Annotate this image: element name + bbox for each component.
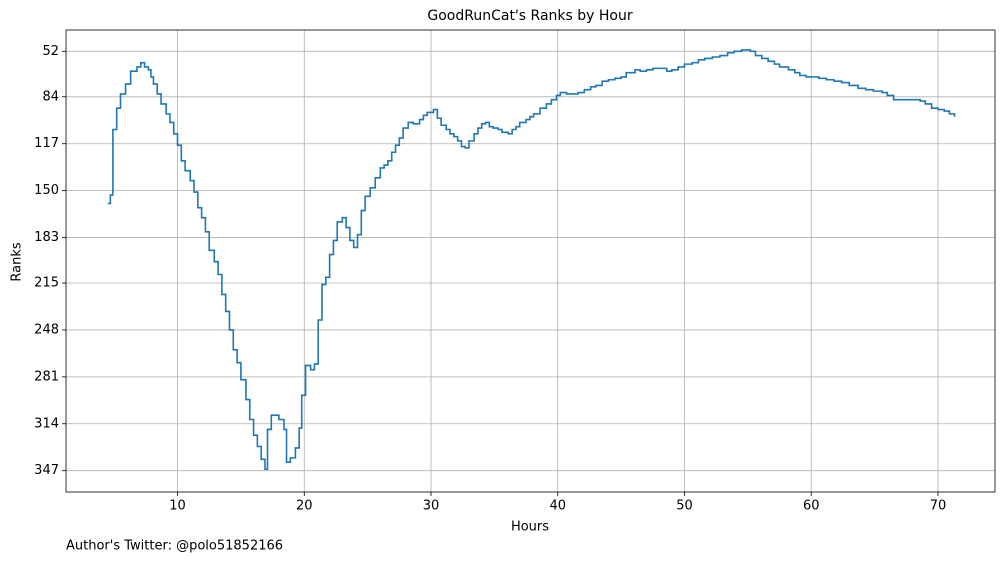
y-tick-label: 84 <box>42 89 59 104</box>
x-tick-label: 20 <box>296 499 313 514</box>
x-tick-label: 40 <box>549 499 566 514</box>
y-tick-label: 117 <box>34 136 59 151</box>
chart-title: GoodRunCat's Ranks by Hour <box>427 8 632 24</box>
y-tick-label: 347 <box>34 463 59 478</box>
x-tick-label: 50 <box>676 499 693 514</box>
y-tick-label: 150 <box>34 183 59 198</box>
y-tick-label: 52 <box>42 44 59 59</box>
x-tick-label: 60 <box>803 499 820 514</box>
y-tick-label: 183 <box>34 230 59 245</box>
plot-frame <box>65 29 996 493</box>
y-axis-label: Ranks <box>10 242 25 281</box>
y-tick-label: 215 <box>34 276 59 291</box>
footer-note: Author's Twitter: @polo51852166 <box>66 539 283 554</box>
x-tick-label: 10 <box>169 499 186 514</box>
y-tick-label: 281 <box>34 369 59 384</box>
x-tick-label: 30 <box>423 499 440 514</box>
rank-line <box>107 49 956 471</box>
y-tick-label: 314 <box>34 416 59 431</box>
x-axis-label: Hours <box>511 520 549 535</box>
y-tick-label: 248 <box>34 322 59 337</box>
x-tick-label: 70 <box>930 499 947 514</box>
